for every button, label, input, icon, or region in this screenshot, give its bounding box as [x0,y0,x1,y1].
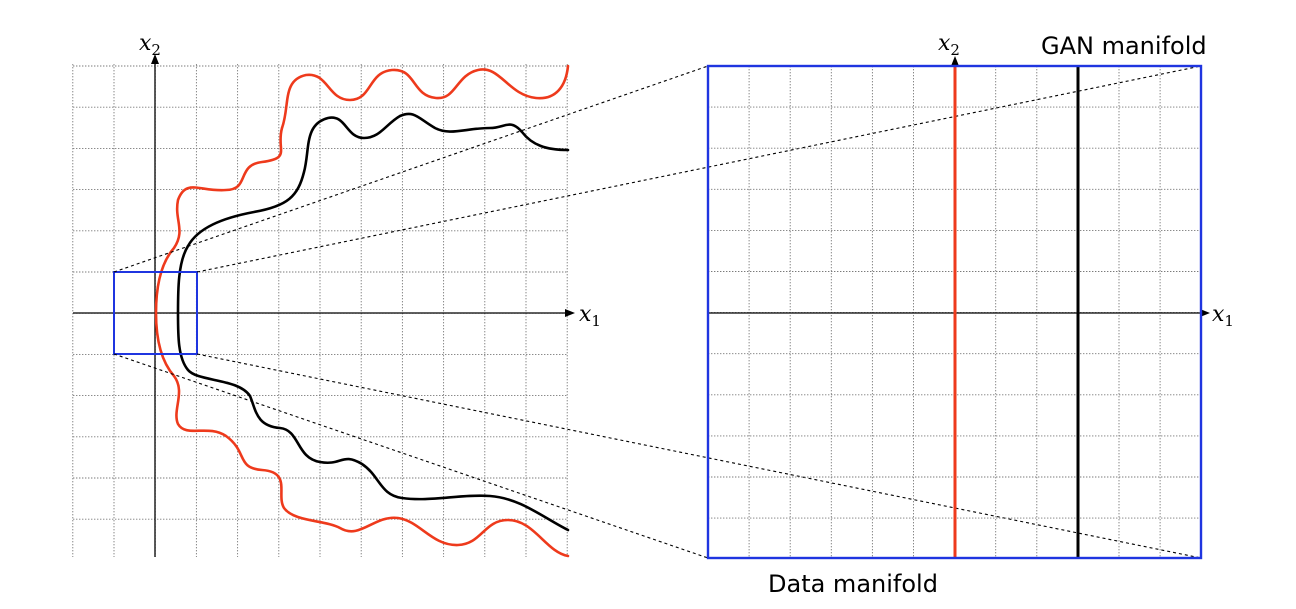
zoom-connector-lower-inner [196,353,1202,559]
left-x-axis [73,309,575,317]
right-x-axis [708,309,1210,317]
zoom-connectors [113,65,1202,559]
left-y-axis-arrow-icon [151,54,159,64]
data-manifold-label: Data manifold [768,570,938,598]
data-manifold-curve [154,64,570,558]
left-grid [72,64,568,557]
right-plot: x1 x2 GAN manifold Data manifold [706,31,1234,598]
right-zoom-frame [706,64,1203,560]
zoom-connector-lower-outer [113,353,709,559]
left-zoom-box [113,271,198,355]
right-x-axis-label: x1 [1212,302,1234,330]
left-y-axis-label: x2 [139,31,161,59]
left-x-axis-arrow-icon [565,309,575,317]
right-y-axis-label: x2 [938,31,960,59]
zoom-connector-upper-outer [113,65,709,273]
zoom-connector-upper-inner [196,65,1202,273]
gan-manifold-label: GAN manifold [1041,32,1207,60]
left-plot: x1 x2 [72,31,601,558]
right-x-axis-arrow-icon [1200,309,1210,317]
gan-manifold-curve [176,112,570,532]
left-x-axis-label: x1 [579,302,601,330]
right-y-axis-arrow-icon [951,56,959,66]
